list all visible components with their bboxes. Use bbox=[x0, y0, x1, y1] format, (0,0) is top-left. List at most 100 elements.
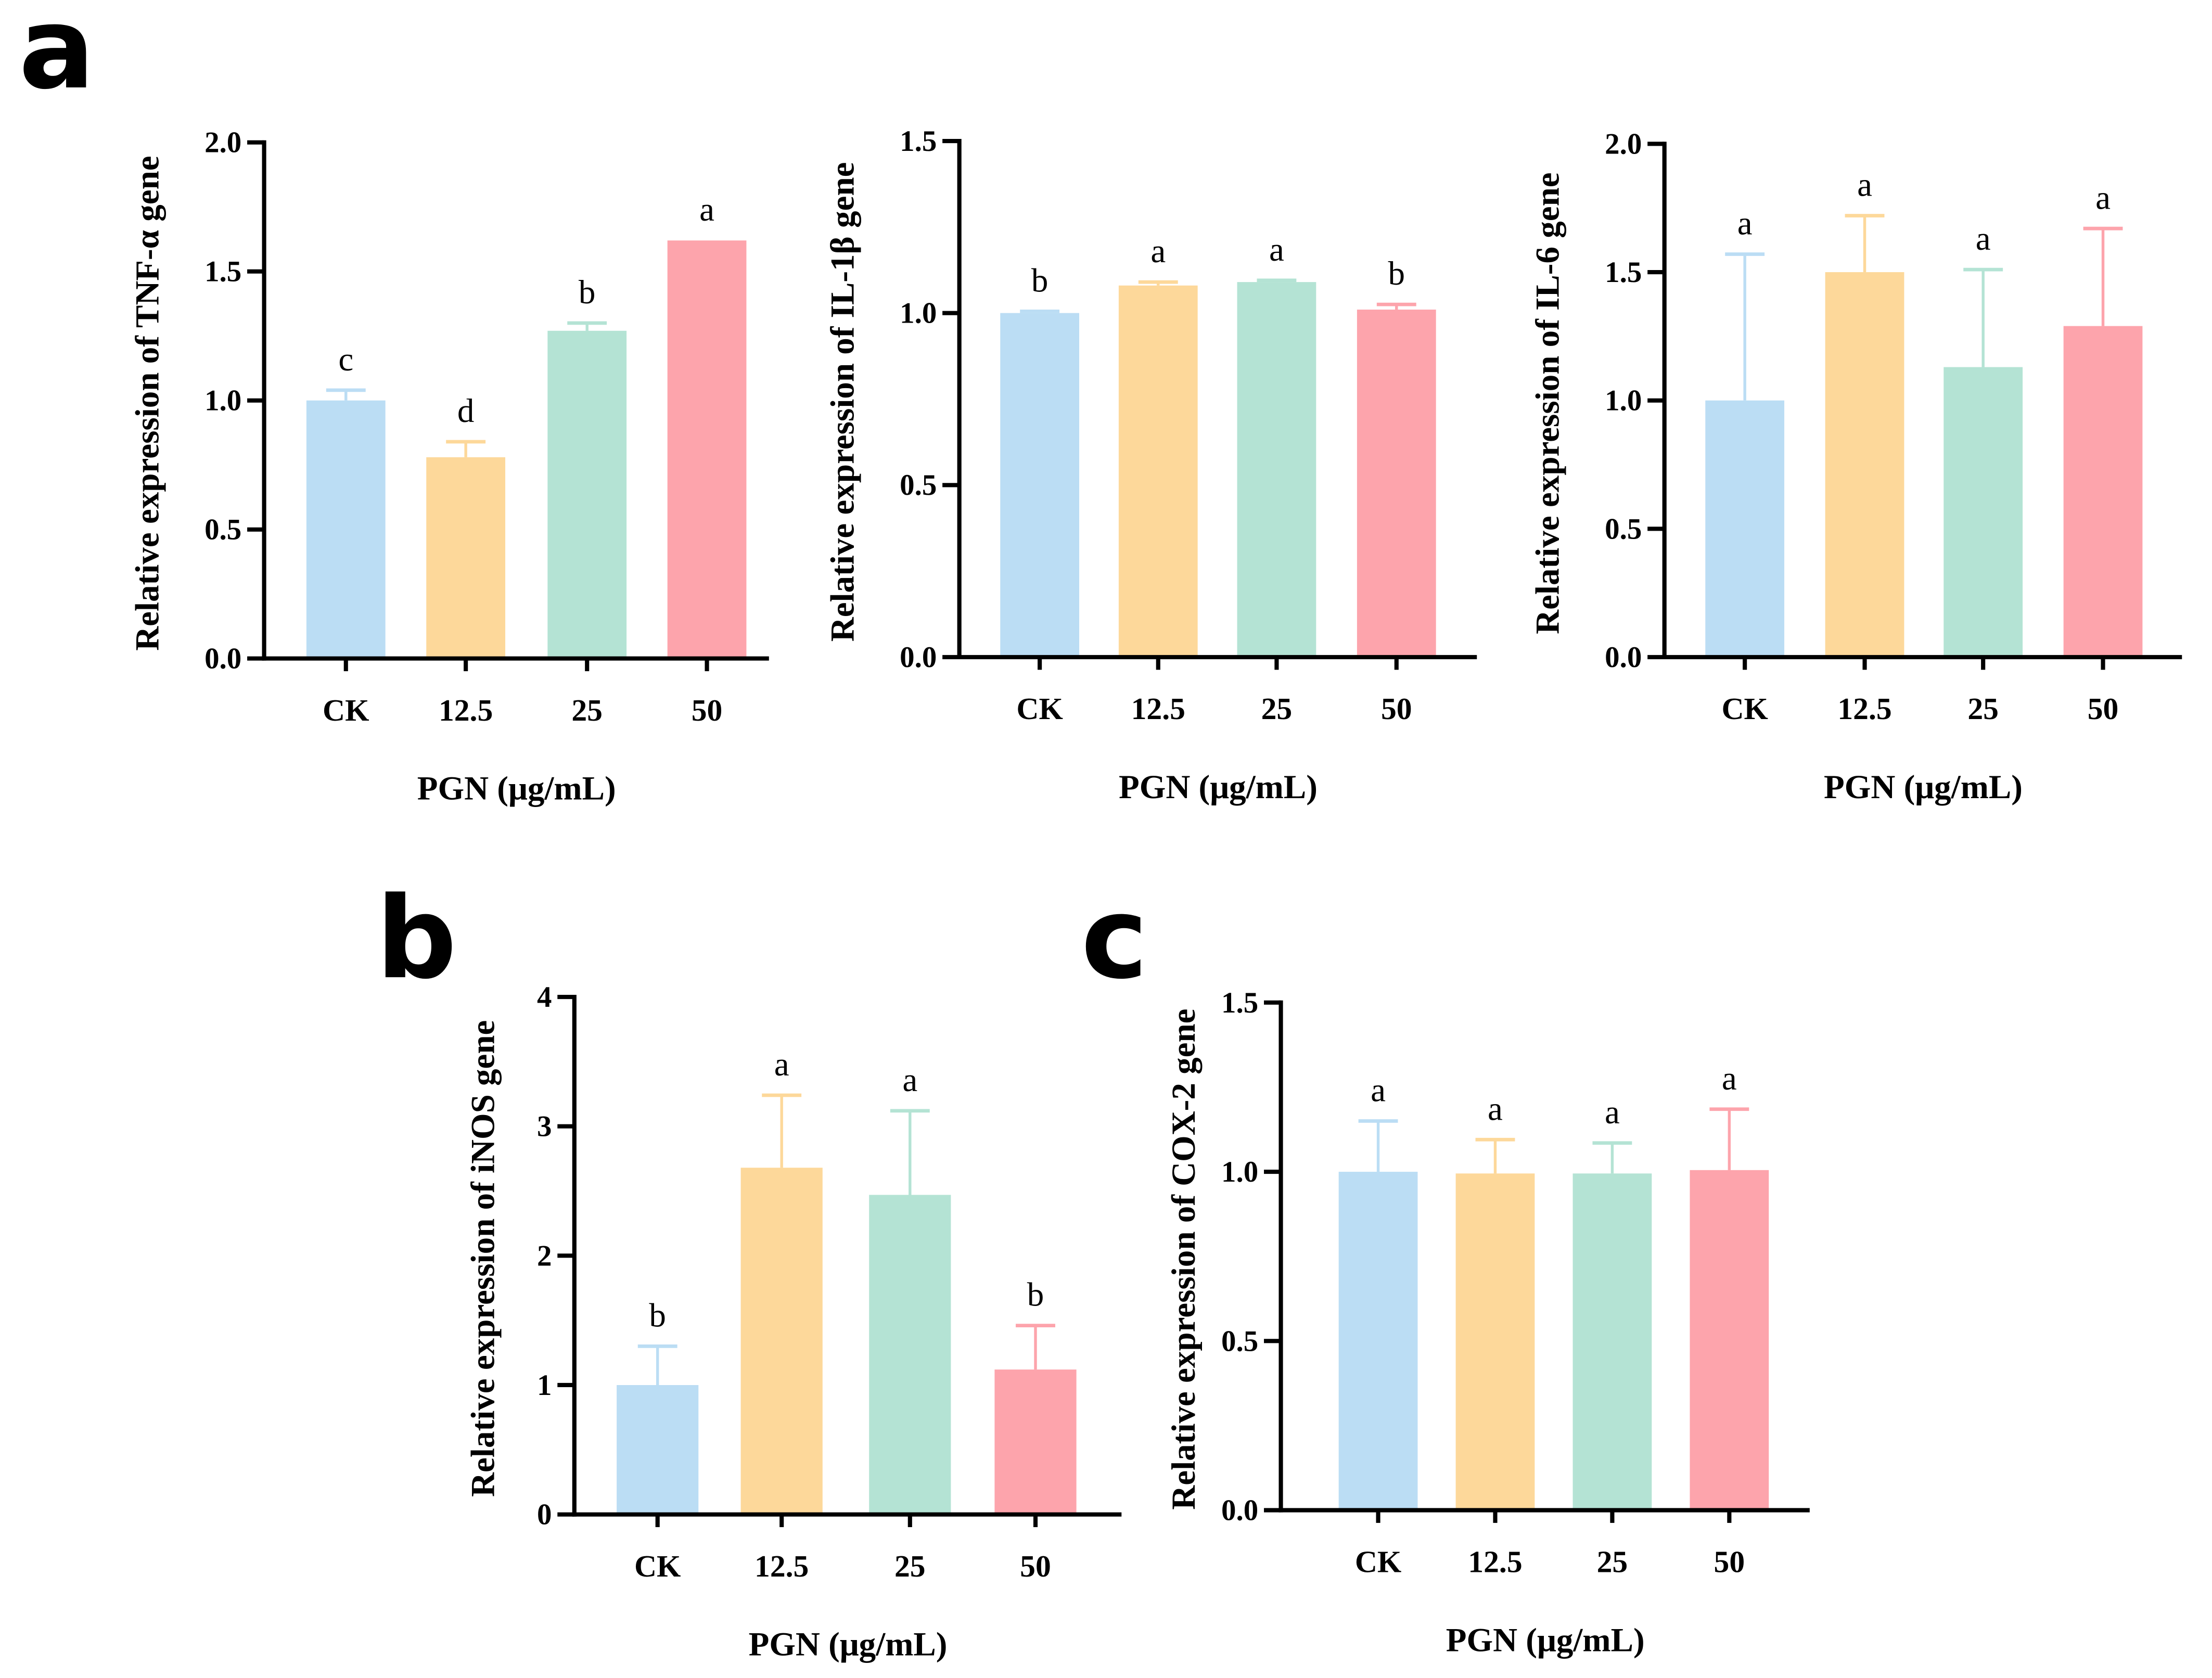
significance-letter: c bbox=[338, 341, 353, 378]
y-tick-label: 4 bbox=[537, 981, 552, 1014]
panel-label-b: b bbox=[376, 873, 457, 1004]
y-tick-label: 2.0 bbox=[1605, 127, 1642, 160]
y-tick-label: 1.0 bbox=[900, 297, 937, 330]
significance-letter: b bbox=[579, 274, 596, 311]
x-tick-label: 12.5 bbox=[439, 693, 493, 727]
bar-12.5 bbox=[1825, 272, 1904, 657]
bar-CK bbox=[306, 400, 386, 659]
y-axis-label: Relative expression of TNF-α gene bbox=[129, 156, 166, 650]
x-tick-label: CK bbox=[1016, 691, 1063, 726]
y-axis-label: Relative expression of IL-6 gene bbox=[1529, 172, 1566, 634]
x-tick-label: CK bbox=[1721, 691, 1768, 726]
panel-label-c: c bbox=[1081, 873, 1148, 1004]
significance-letter: a bbox=[699, 191, 714, 228]
significance-letter: b bbox=[1031, 262, 1049, 299]
bar-25 bbox=[1237, 282, 1316, 657]
chart-panel-2: b CK a 12.5 a 25 b 50 0.0 0.5 1.0 1.5 PGN (μg/mL) Rel… bbox=[824, 125, 1477, 806]
y-tick-label: 0.0 bbox=[1221, 1494, 1258, 1527]
y-axis-label: Relative expression of iNOS gene bbox=[464, 1020, 502, 1497]
x-tick-label: 50 bbox=[1381, 691, 1412, 726]
y-tick-label: 1.0 bbox=[204, 385, 241, 417]
y-tick-label: 0.5 bbox=[204, 514, 241, 546]
significance-letter: a bbox=[1269, 231, 1284, 268]
bar-12.5 bbox=[426, 457, 506, 659]
bar-12.5 bbox=[740, 1168, 823, 1515]
y-tick-label: 2 bbox=[537, 1239, 552, 1272]
bar-25 bbox=[1944, 367, 2023, 657]
y-axis-label: Relative expression of COX-2 gene bbox=[1165, 1008, 1203, 1509]
x-tick-label: 25 bbox=[894, 1549, 926, 1583]
y-axis-label: Relative expression of IL-1β gene bbox=[824, 162, 861, 642]
chart-panel-3: a CK a 12.5 a 25 a 50 0.0 0.5 1.0 1.5 2.0 PGN (μg/mL)… bbox=[1529, 127, 2182, 806]
y-tick-label: 1.5 bbox=[204, 255, 241, 288]
bar-25 bbox=[869, 1195, 951, 1515]
x-tick-label: 50 bbox=[1020, 1549, 1051, 1583]
bar-CK bbox=[1705, 400, 1785, 657]
y-tick-label: 0 bbox=[537, 1498, 552, 1531]
chart-panel-1: c CK d 12.5 b 25 a 50 0.0 0.5 1.0 1.5 2.0 PGN (μg/mL)… bbox=[19, 0, 769, 808]
y-tick-label: 1 bbox=[537, 1369, 552, 1402]
x-axis-label: PGN (μg/mL) bbox=[749, 1626, 948, 1663]
y-tick-label: 1.5 bbox=[900, 125, 937, 158]
bar-CK bbox=[1000, 313, 1080, 657]
bar-50 bbox=[994, 1369, 1077, 1515]
x-tick-label: 50 bbox=[2088, 691, 2119, 726]
y-tick-label: 0.0 bbox=[204, 643, 241, 675]
x-axis-label: PGN (μg/mL) bbox=[417, 770, 616, 808]
bar-CK bbox=[1338, 1172, 1418, 1510]
x-tick-label: 50 bbox=[1714, 1545, 1745, 1579]
bar-50 bbox=[1357, 310, 1436, 657]
bar-50 bbox=[1690, 1170, 1769, 1510]
significance-letter: a bbox=[2095, 179, 2111, 216]
y-tick-label: 0.5 bbox=[1221, 1325, 1258, 1357]
y-tick-label: 3 bbox=[537, 1110, 552, 1143]
panel-label-a: a bbox=[19, 0, 95, 114]
x-axis-label: PGN (μg/mL) bbox=[1824, 768, 2023, 806]
significance-letter: b bbox=[649, 1297, 666, 1334]
significance-letter: b bbox=[1027, 1276, 1044, 1314]
x-tick-label: 12.5 bbox=[1837, 691, 1891, 726]
bar-25 bbox=[1572, 1173, 1652, 1510]
x-tick-label: 25 bbox=[571, 693, 603, 727]
significance-letter: a bbox=[902, 1061, 917, 1099]
x-tick-label: 25 bbox=[1261, 691, 1293, 726]
y-tick-label: 0.5 bbox=[1605, 513, 1642, 545]
bar-25 bbox=[547, 330, 627, 659]
chart-panel-5: a CK a 12.5 a 25 a 50 0.0 0.5 1.0 1.5 PGN (μg/mL) Rel… bbox=[1081, 873, 1810, 1659]
y-tick-label: 1.0 bbox=[1605, 385, 1642, 417]
bar-12.5 bbox=[1118, 285, 1198, 657]
significance-letter: a bbox=[1737, 205, 1753, 242]
chart-panel-4: b CK a 12.5 a 25 b 50 0 1 2 3 4 PGN (μg/mL) Relative e… bbox=[376, 873, 1122, 1663]
x-tick-label: 12.5 bbox=[1468, 1545, 1522, 1579]
y-tick-label: 0.0 bbox=[900, 641, 937, 674]
y-tick-label: 1.5 bbox=[1221, 987, 1258, 1019]
significance-letter: a bbox=[1722, 1060, 1737, 1097]
x-tick-label: CK bbox=[323, 693, 369, 727]
significance-letter: a bbox=[1371, 1072, 1386, 1109]
bar-12.5 bbox=[1455, 1173, 1535, 1510]
y-tick-label: 0.5 bbox=[900, 469, 937, 502]
x-tick-label: 50 bbox=[692, 693, 723, 727]
x-tick-label: 12.5 bbox=[755, 1549, 809, 1583]
x-tick-label: 25 bbox=[1967, 691, 1999, 726]
significance-letter: a bbox=[1857, 166, 1872, 204]
x-tick-label: CK bbox=[634, 1549, 681, 1583]
x-tick-label: 25 bbox=[1597, 1545, 1628, 1579]
significance-letter: a bbox=[774, 1046, 789, 1083]
x-tick-label: CK bbox=[1355, 1545, 1401, 1579]
significance-letter: a bbox=[1605, 1094, 1620, 1131]
y-tick-label: 1.0 bbox=[1221, 1156, 1258, 1188]
significance-letter: a bbox=[1488, 1090, 1503, 1128]
significance-letter: b bbox=[1388, 255, 1405, 292]
x-tick-label: 12.5 bbox=[1131, 691, 1185, 726]
y-tick-label: 1.5 bbox=[1605, 256, 1642, 289]
x-axis-label: PGN (μg/mL) bbox=[1446, 1622, 1645, 1659]
significance-letter: a bbox=[1150, 233, 1166, 270]
y-tick-label: 2.0 bbox=[204, 126, 241, 159]
bar-50 bbox=[2063, 326, 2143, 657]
significance-letter: d bbox=[457, 392, 475, 430]
significance-letter: a bbox=[1976, 220, 1991, 258]
bar-50 bbox=[667, 240, 747, 659]
y-tick-label: 0.0 bbox=[1605, 641, 1642, 674]
